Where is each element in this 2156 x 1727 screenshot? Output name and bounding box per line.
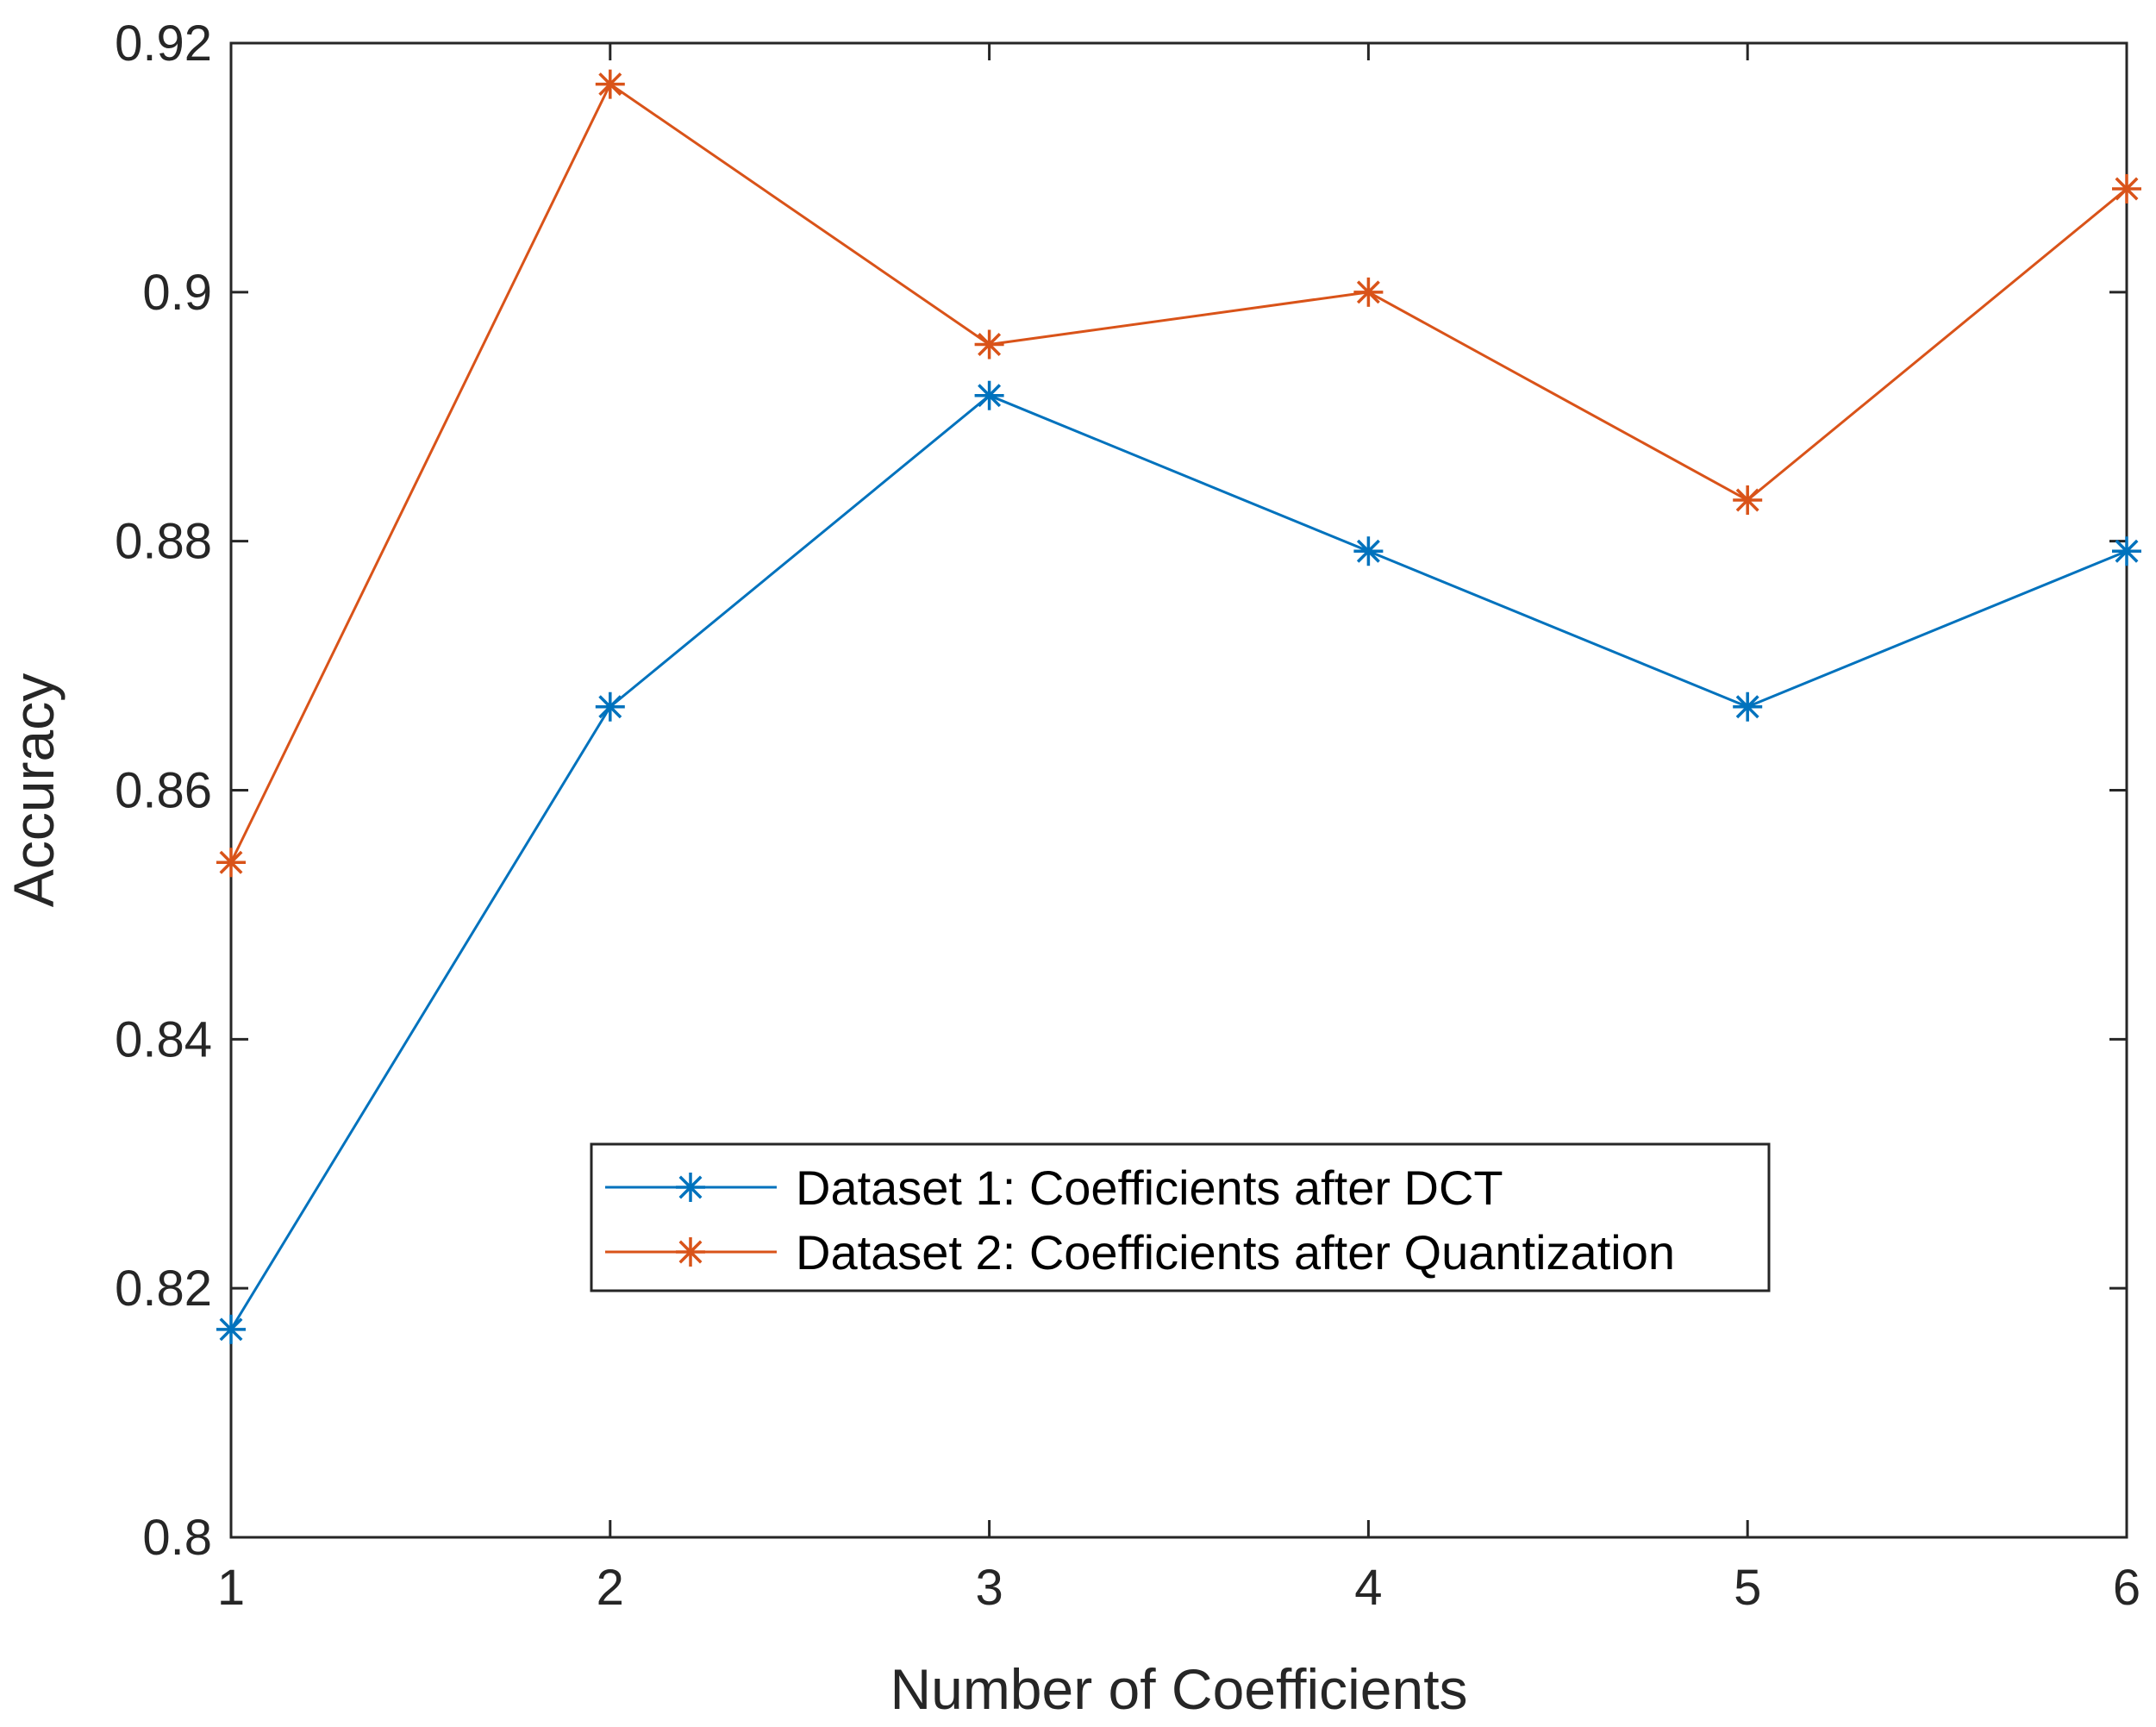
plot-area <box>229 41 2128 1539</box>
x-tick-label: 2 <box>597 1560 624 1616</box>
data-point-marker <box>1353 277 1384 307</box>
legend-swatch-marker <box>676 1173 705 1202</box>
legend-entries: Dataset 1: Coefficients after DCT Dataset… <box>605 1161 1675 1280</box>
data-point-marker <box>216 1314 246 1344</box>
legend-entry-2: Dataset 2: Coefficients after Quantizati… <box>605 1225 1675 1280</box>
data-point-marker <box>2112 173 2141 203</box>
y-tick-label: 0.8 <box>142 1510 212 1566</box>
y-axis-title: Accuracy <box>2 673 66 907</box>
legend-box <box>590 1142 1771 1292</box>
data-point-marker <box>216 848 246 878</box>
legend-swatch-marker <box>676 1237 705 1267</box>
series-line <box>229 83 2128 863</box>
y-tick-label: 0.86 <box>115 763 212 819</box>
series-1 <box>216 380 2141 1344</box>
x-tick-label: 3 <box>975 1560 1003 1616</box>
legend-entry-1: Dataset 1: Coefficients after DCT <box>605 1161 1503 1215</box>
data-point-marker <box>595 69 625 99</box>
legend-label: Dataset 2: Coefficients after Quantizati… <box>796 1225 1675 1280</box>
legend: Dataset 1: Coefficients after DCT Dataset… <box>590 1142 1771 1292</box>
y-tick-label: 0.92 <box>115 16 212 72</box>
data-point-marker <box>974 380 1004 410</box>
x-tick-label: 5 <box>1734 1560 1761 1616</box>
x-tick-label: 6 <box>2113 1560 2140 1616</box>
data-point-marker <box>974 329 1004 360</box>
x-axis-title: Number of Coefficients <box>890 1657 1467 1721</box>
data-point-marker <box>1733 691 1763 722</box>
legend-label: Dataset 1: Coefficients after DCT <box>796 1161 1503 1215</box>
data-point-marker <box>1353 536 1384 566</box>
data-point-marker <box>595 691 625 722</box>
y-tick-label: 0.84 <box>115 1011 212 1067</box>
data-point-marker <box>2112 536 2141 566</box>
series-line <box>229 394 2128 1330</box>
x-tick-label: 4 <box>1354 1560 1382 1616</box>
y-tick-label: 0.82 <box>115 1261 212 1317</box>
series-layer <box>216 69 2141 1344</box>
data-point-marker <box>1733 485 1763 516</box>
axis-ticks: 1 2 3 4 5 6 0.8 0.82 0.84 0.86 0.88 0.9 0.92 <box>115 16 2140 1616</box>
y-tick-label: 0.9 <box>142 265 212 321</box>
y-tick-label: 0.88 <box>115 514 212 570</box>
series-2 <box>216 69 2141 878</box>
x-tick-label: 1 <box>217 1560 245 1616</box>
